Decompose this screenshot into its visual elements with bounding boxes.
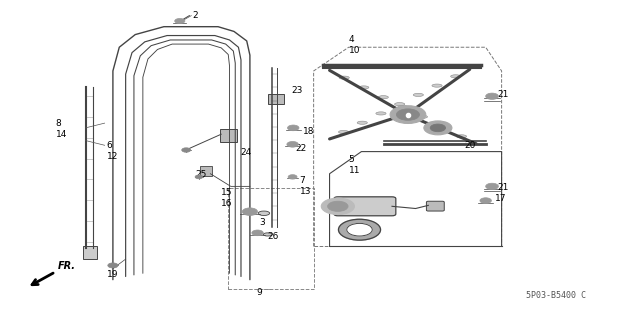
Circle shape [108,263,118,268]
Text: 11: 11 [349,166,360,175]
Circle shape [396,109,419,120]
Text: 12: 12 [106,152,118,161]
Circle shape [195,175,203,179]
FancyBboxPatch shape [268,94,284,104]
Text: 21: 21 [497,183,509,192]
Circle shape [390,106,426,123]
Text: 20: 20 [464,141,476,150]
Text: 26: 26 [268,232,279,241]
Circle shape [287,141,298,147]
Ellipse shape [432,84,442,87]
Ellipse shape [450,65,458,68]
Text: 16: 16 [221,199,233,208]
Text: 21: 21 [497,90,509,99]
Circle shape [321,198,355,214]
Text: 13: 13 [300,187,311,196]
Ellipse shape [358,86,369,89]
FancyBboxPatch shape [220,130,237,142]
Text: 9: 9 [256,288,262,297]
Text: 8: 8 [56,119,61,128]
Text: FR.: FR. [58,261,76,271]
Ellipse shape [258,211,269,215]
Circle shape [424,121,452,135]
Bar [228,188,314,289]
FancyBboxPatch shape [426,201,444,211]
Circle shape [430,124,445,132]
Circle shape [287,125,299,131]
Ellipse shape [326,65,333,68]
Ellipse shape [456,135,467,138]
Ellipse shape [429,65,436,68]
Text: 18: 18 [303,127,314,136]
Text: 6: 6 [106,141,112,150]
Circle shape [328,201,348,211]
Text: 4: 4 [349,35,355,44]
Ellipse shape [417,115,428,118]
Circle shape [480,198,492,204]
Text: 17: 17 [495,194,507,203]
FancyBboxPatch shape [200,166,212,176]
Circle shape [339,219,381,240]
Ellipse shape [376,112,386,115]
Ellipse shape [339,76,349,79]
Ellipse shape [378,96,388,99]
Bar [83,247,97,259]
Text: 2: 2 [193,11,198,20]
Ellipse shape [339,130,349,134]
Ellipse shape [413,93,424,96]
Ellipse shape [357,121,367,124]
Text: 5P03-B5400 C: 5P03-B5400 C [526,291,586,300]
Ellipse shape [346,65,354,68]
Text: 14: 14 [56,130,67,139]
Circle shape [486,93,499,100]
Circle shape [252,230,263,236]
Ellipse shape [451,75,461,78]
Text: 19: 19 [106,271,118,279]
Text: 24: 24 [241,148,252,157]
Text: 7: 7 [300,175,305,185]
Text: 23: 23 [291,86,303,95]
Circle shape [243,208,257,215]
Circle shape [182,148,191,152]
Circle shape [288,175,297,179]
Text: 25: 25 [196,170,207,179]
FancyBboxPatch shape [334,197,396,216]
Text: 22: 22 [296,144,307,153]
Ellipse shape [437,125,447,128]
Circle shape [175,19,185,24]
Circle shape [486,183,499,189]
Text: 10: 10 [349,46,360,55]
Ellipse shape [388,65,396,68]
Ellipse shape [397,105,408,108]
Ellipse shape [394,103,404,106]
Ellipse shape [470,65,478,68]
Text: 15: 15 [221,188,233,197]
Ellipse shape [367,65,374,68]
Circle shape [347,223,372,236]
Text: 5: 5 [349,155,355,164]
Ellipse shape [408,65,416,68]
Ellipse shape [263,233,272,236]
Text: 3: 3 [259,218,265,227]
